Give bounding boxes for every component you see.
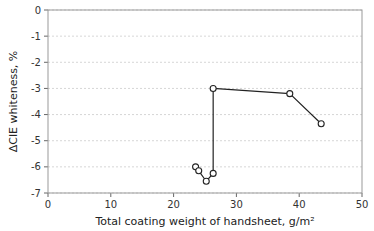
axes: 0 -1 -2 -3 -4 -5 -6 -7 0 10 20 30 40 50 bbox=[31, 5, 368, 211]
point bbox=[210, 85, 216, 91]
tick-label: -1 bbox=[31, 31, 41, 42]
tick-mark bbox=[44, 36, 48, 37]
grid-line bbox=[48, 114, 362, 115]
grid-line bbox=[48, 36, 362, 37]
tick-mark bbox=[44, 10, 48, 11]
tick-label: 40 bbox=[293, 199, 306, 210]
grid-line bbox=[48, 166, 362, 167]
tick-mark bbox=[236, 193, 237, 197]
chart: 0 -1 -2 -3 -4 -5 -6 -7 0 10 20 30 40 50 Total coating … bbox=[0, 0, 374, 231]
tick-mark bbox=[48, 193, 49, 197]
tick-label: 30 bbox=[230, 199, 243, 210]
tick-mark bbox=[44, 140, 48, 141]
tick-label: 20 bbox=[167, 199, 180, 210]
tick-label: 0 bbox=[45, 199, 51, 210]
tick-label: 50 bbox=[356, 199, 369, 210]
tick-label: -6 bbox=[31, 161, 41, 172]
point bbox=[287, 91, 293, 97]
tick-label: -2 bbox=[31, 57, 41, 68]
tick-mark bbox=[362, 193, 363, 197]
point bbox=[318, 121, 324, 127]
point bbox=[196, 168, 202, 174]
line bbox=[196, 88, 322, 181]
tick-label: -7 bbox=[31, 188, 41, 199]
tick-label: -4 bbox=[31, 109, 41, 120]
tick-mark bbox=[44, 62, 48, 63]
data bbox=[193, 85, 325, 184]
x-axis-label: Total coating weight of handsheet, g/m² bbox=[94, 215, 314, 228]
tick-mark bbox=[44, 166, 48, 167]
tick-label: -3 bbox=[31, 83, 41, 94]
tick-mark bbox=[299, 193, 300, 197]
grid-line bbox=[48, 62, 362, 63]
point bbox=[203, 178, 209, 184]
plot-frame bbox=[48, 10, 362, 193]
grid-line bbox=[48, 88, 362, 89]
tick-mark bbox=[173, 193, 174, 197]
tick-label: 10 bbox=[104, 199, 117, 210]
tick-label: 0 bbox=[35, 5, 41, 16]
tick-mark bbox=[110, 193, 111, 197]
tick-label: -5 bbox=[31, 135, 41, 146]
grid-line bbox=[48, 140, 362, 141]
tick-mark bbox=[44, 88, 48, 89]
tick-mark bbox=[44, 114, 48, 115]
point bbox=[210, 170, 216, 176]
tick-mark bbox=[44, 193, 48, 194]
y-axis-label: ΔCIE whiteness, % bbox=[7, 51, 20, 153]
